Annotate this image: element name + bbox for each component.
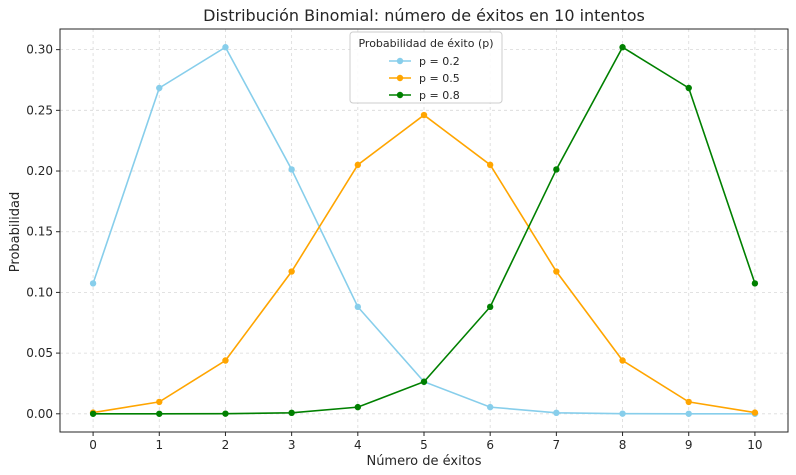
chart-title: Distribución Binomial: número de éxitos …	[203, 6, 645, 25]
data-point-2-7	[553, 166, 560, 173]
data-point-0-8	[619, 410, 626, 417]
y-axis-label: Probabilidad	[8, 192, 23, 272]
data-point-2-8	[619, 44, 626, 51]
data-point-1-2	[222, 357, 229, 364]
data-point-2-3	[288, 409, 295, 417]
x-tick-label-4: 4	[354, 438, 362, 452]
legend-swatch-marker-2	[396, 91, 404, 99]
legend-item-0: p = 0.2	[389, 55, 460, 68]
legend-swatch-marker-1	[396, 74, 404, 82]
x-tick-label-7: 7	[553, 438, 561, 452]
x-tick-label-10: 10	[747, 438, 762, 452]
data-point-0-9	[685, 410, 692, 417]
data-point-1-4	[354, 161, 362, 169]
x-tick-label-9: 9	[685, 438, 693, 452]
data-point-2-6	[486, 303, 494, 311]
legend-swatch-marker-0	[396, 57, 404, 65]
legend-item-1: p = 0.5	[389, 72, 460, 85]
x-tick-label-3: 3	[288, 438, 296, 452]
y-tick-label-5: 0.25	[26, 103, 53, 117]
data-point-1-1	[156, 398, 163, 406]
data-point-2-5	[420, 378, 428, 385]
legend-label-0: p = 0.2	[419, 55, 460, 68]
x-tick-label-2: 2	[222, 438, 230, 452]
x-axis-label: Número de éxitos	[366, 454, 481, 469]
series-2	[89, 44, 759, 417]
data-point-1-8	[619, 357, 626, 364]
legend-item-2: p = 0.8	[389, 89, 460, 102]
data-point-2-10	[751, 280, 759, 287]
data-point-1-9	[685, 398, 692, 406]
legend-label-1: p = 0.5	[419, 72, 460, 85]
x-tick-label-8: 8	[619, 438, 627, 452]
data-point-0-2	[222, 44, 229, 51]
data-point-2-0	[89, 410, 97, 417]
x-tick-label-0: 0	[89, 438, 97, 452]
data-point-0-7	[553, 409, 560, 417]
data-point-2-1	[156, 410, 163, 417]
y-tick-label-6: 0.30	[26, 43, 53, 57]
data-point-0-3	[288, 166, 295, 173]
data-point-1-10	[751, 409, 759, 416]
x-tick-label-5: 5	[420, 438, 428, 452]
x-tick-label-6: 6	[486, 438, 494, 452]
x-tick-label-1: 1	[155, 438, 163, 452]
data-point-2-4	[354, 403, 362, 411]
y-tick-label-3: 0.15	[26, 225, 53, 239]
y-tick-label-1: 0.05	[26, 346, 53, 360]
series-group	[89, 44, 759, 417]
data-point-2-9	[685, 84, 692, 92]
y-tick-label-4: 0.20	[26, 164, 53, 178]
data-point-1-6	[486, 161, 494, 169]
legend-box	[349, 31, 503, 104]
y-tick-label-0: 0.00	[26, 407, 53, 421]
data-point-0-0	[89, 280, 97, 287]
axes: 0 1 2 3 4 5 6 7 8 9 10 0.00 0.05 0.10 0.15 0.20 0.25 0.30	[26, 28, 789, 452]
data-point-1-5	[420, 111, 428, 119]
data-point-1-3	[288, 268, 295, 275]
legend-title: Probabilidad de éxito (p)	[358, 37, 493, 50]
legend-label-2: p = 0.8	[419, 89, 460, 102]
data-point-2-2	[222, 410, 229, 417]
data-point-0-1	[156, 84, 163, 92]
y-tick-label-2: 0.10	[26, 285, 53, 299]
data-point-1-7	[553, 268, 560, 275]
data-point-0-6	[486, 403, 494, 411]
data-point-0-4	[354, 303, 362, 311]
legend: Probabilidad de éxito (p) p = 0.2 p = 0.5…	[349, 31, 503, 104]
